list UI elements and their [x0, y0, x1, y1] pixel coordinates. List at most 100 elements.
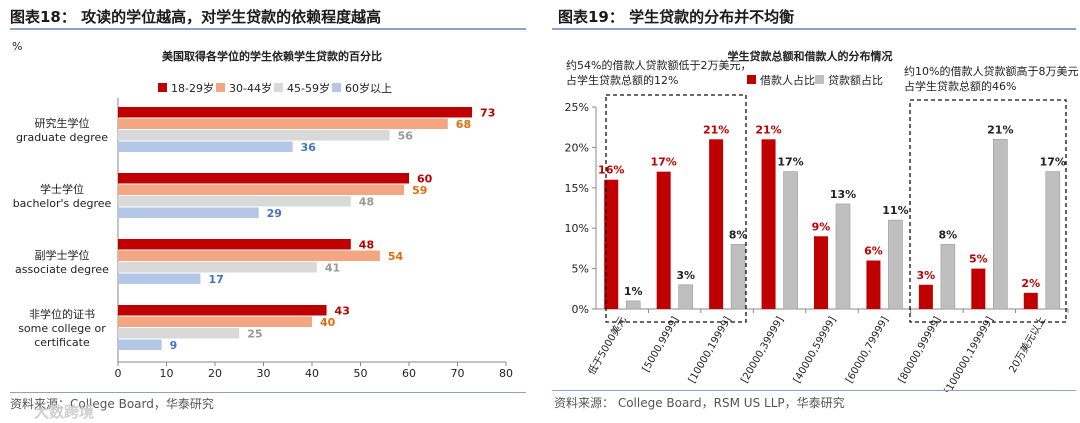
bar-value-label: 54 — [388, 250, 404, 263]
x-tick-label: 50 — [354, 367, 368, 380]
y-tick-label: 10% — [565, 222, 589, 235]
bar — [118, 173, 409, 184]
right-source: 资料来源： College Board，RSM US LLP，华泰研究 — [554, 396, 845, 410]
category-label: associate degree — [15, 263, 109, 276]
legend-swatch — [216, 83, 225, 92]
bar-value-label: 36 — [301, 141, 317, 154]
x-tick-label: [100000,199999] — [943, 315, 996, 392]
bar-value-label: 13% — [830, 188, 856, 201]
category-label: 非学位的证书 — [29, 307, 95, 321]
left-title-rule — [10, 28, 526, 30]
annotation-text: 约54%的借款人贷款额低于2万美元， — [566, 58, 751, 72]
x-tick-label: [5000,9999] — [641, 315, 682, 374]
bar — [656, 171, 671, 309]
bar — [118, 239, 351, 250]
bar-value-label: 68 — [456, 118, 471, 131]
category-label: bachelor's degree — [13, 197, 112, 210]
bar-value-label: 9 — [170, 339, 178, 352]
bar-value-label: 48 — [359, 239, 374, 252]
bar — [866, 260, 881, 309]
x-tick-label: 80 — [499, 367, 513, 380]
x-tick-label: 低于5000美元 — [585, 314, 629, 377]
bar-value-label: 1% — [624, 285, 643, 298]
bar — [918, 284, 933, 309]
left-panel-title: 图表18： 攻读的学位越高，对学生贷款的依赖程度越高 — [10, 8, 382, 26]
y-tick-label: 5% — [572, 263, 589, 276]
legend-swatch — [815, 75, 824, 84]
highlight-box-low — [605, 94, 747, 323]
annotation-text: 占学生贷款总额的46% — [904, 79, 1016, 93]
legend-label: 借款人占比 — [760, 73, 815, 87]
bar-value-label: 3% — [917, 269, 936, 282]
bar — [835, 203, 851, 310]
bar — [118, 305, 327, 316]
bar — [761, 139, 776, 309]
bar — [118, 196, 351, 207]
bar-value-label: 17% — [1040, 156, 1066, 169]
bar — [118, 141, 293, 152]
x-tick-label: 20 — [208, 367, 222, 380]
y-tick-label: 0% — [572, 303, 589, 316]
bar-value-label: 8% — [729, 228, 748, 241]
category-label: some college or — [18, 322, 106, 335]
category-label: certificate — [34, 336, 90, 349]
x-tick-label: 10 — [160, 367, 174, 380]
category-label: graduate degree — [16, 131, 108, 144]
bar-value-label: 17% — [650, 156, 676, 169]
bar-value-label: 59 — [412, 184, 427, 197]
left-bar-chart: % 美国取得各学位的学生依赖学生贷款的百分比 18-29岁 30-44岁 45-59岁 6… — [12, 40, 513, 380]
bar — [118, 250, 380, 261]
bar — [118, 118, 448, 129]
category-label: 学士学位 — [40, 182, 84, 196]
y-tick-label: 20% — [565, 141, 589, 154]
bar-value-label: 40 — [320, 316, 336, 329]
bar — [783, 171, 798, 310]
x-tick-label: 0 — [115, 367, 122, 380]
bar — [118, 207, 259, 218]
bar-value-label: 41 — [325, 262, 340, 275]
bar — [1045, 171, 1061, 310]
x-tick-label: [60000,79999] — [844, 315, 891, 385]
legend-swatch — [158, 83, 167, 92]
x-tick-label: 30 — [257, 367, 271, 380]
chart-title: 学生贷款总额和借款人的分布情况 — [728, 49, 893, 63]
bar-value-label: 8% — [939, 228, 958, 241]
bar — [118, 184, 405, 195]
bar — [730, 244, 746, 310]
highlight-box-high — [909, 99, 1067, 323]
bar — [971, 268, 986, 309]
bar-value-label: 29 — [267, 207, 282, 220]
bar — [940, 244, 956, 310]
left-source-rule — [10, 392, 526, 393]
left-panel: 图表18： 攻读的学位越高，对学生贷款的依赖程度越高 % 美国取得各学位的学生依赖… — [0, 0, 532, 423]
bar — [1023, 292, 1038, 309]
x-tick-label: [10000,19999] — [687, 315, 734, 385]
x-tick-label: 20万美元以上 — [1006, 314, 1049, 375]
right-source-rule — [552, 390, 1076, 391]
bar — [118, 262, 317, 273]
x-tick-label: [20000,39999] — [739, 315, 786, 385]
bar-value-label: 21% — [987, 123, 1013, 136]
annotation-text: 约10%的借款人贷款额高于8万美元， — [904, 64, 1080, 78]
annotation-text: 占学生贷款总额的12% — [566, 73, 678, 87]
legend-label: 18-29岁 — [171, 81, 214, 95]
bar — [709, 139, 724, 309]
legend-swatch — [332, 83, 341, 92]
y-tick-label: 25% — [565, 101, 589, 114]
watermark: 大数跨境 — [34, 403, 95, 421]
bar-value-label: 48 — [359, 196, 374, 209]
bar — [118, 339, 162, 350]
bar-value-label: 17 — [208, 273, 223, 286]
bar-value-label: 11% — [882, 204, 908, 217]
bar-value-label: 6% — [864, 245, 883, 258]
chart-title: 美国取得各学位的学生依赖学生贷款的百分比 — [162, 49, 382, 63]
x-tick-label: 60 — [402, 367, 416, 380]
bar — [118, 130, 390, 141]
bar — [814, 236, 828, 309]
bar-value-label: 9% — [812, 220, 831, 233]
bar-value-label: 21% — [755, 123, 781, 136]
category-label: 副学士学位 — [35, 248, 90, 262]
legend-swatch — [747, 75, 756, 84]
bar-value-label: 2% — [1021, 277, 1040, 290]
